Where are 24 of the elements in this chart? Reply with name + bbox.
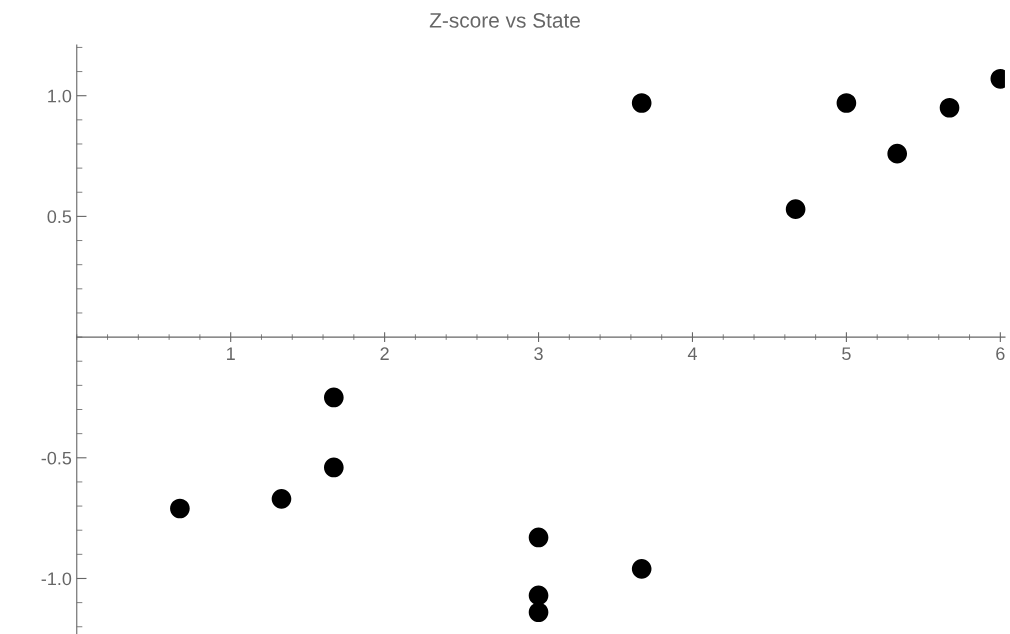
point xyxy=(271,489,292,509)
y-tick-label: 0.5 xyxy=(47,210,72,224)
point xyxy=(631,93,652,113)
point xyxy=(324,457,344,478)
point xyxy=(528,585,549,606)
point xyxy=(528,527,549,548)
chart-title: Z-score vs State xyxy=(429,13,580,28)
point xyxy=(324,387,344,408)
point xyxy=(631,559,652,579)
point xyxy=(836,93,857,113)
point xyxy=(939,97,960,118)
point xyxy=(887,143,908,164)
x-tick-label: 3 xyxy=(534,347,543,361)
y-tick-label: -0.5 xyxy=(41,451,72,465)
x-tick-label: 1 xyxy=(227,347,235,360)
point xyxy=(170,498,190,519)
x-tick-label: 6 xyxy=(996,347,1005,361)
y-tick-label: 1.0 xyxy=(48,89,72,103)
point xyxy=(528,602,549,623)
x-tick-label: 5 xyxy=(842,347,851,361)
point xyxy=(785,199,806,219)
x-tick-label: 4 xyxy=(687,347,697,360)
x-tick-label: 2 xyxy=(380,347,389,360)
y-tick-label: -1.0 xyxy=(41,572,72,586)
